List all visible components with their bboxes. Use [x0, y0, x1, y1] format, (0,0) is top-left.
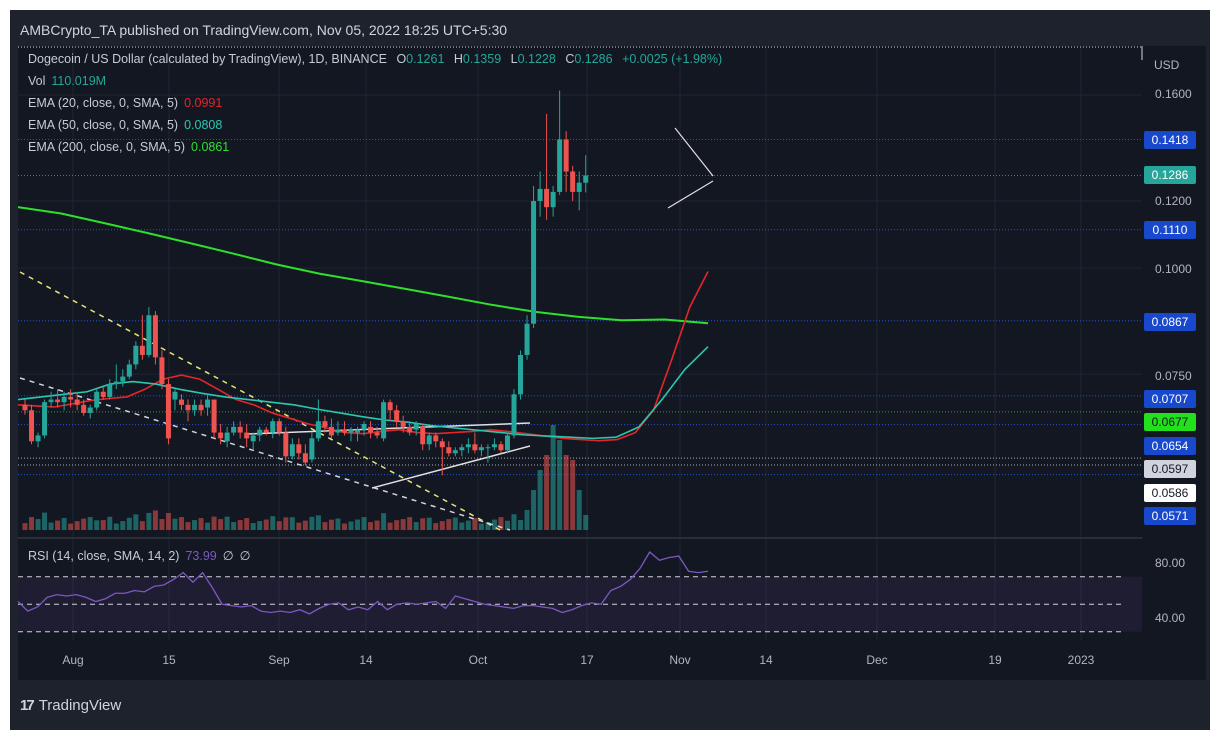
- rsi-tick: 40.00: [1155, 611, 1186, 625]
- ema50-label: EMA (50, close, 0, SMA, 5): [28, 118, 179, 132]
- price-tag-0: 0.1418: [1144, 131, 1196, 149]
- time-label: Sep: [268, 653, 290, 667]
- rsi-extra-1: ∅: [222, 549, 234, 563]
- price-scale[interactable]: [1142, 46, 1206, 680]
- ema20-label: EMA (20, close, 0, SMA, 5): [28, 96, 179, 110]
- tradingview-logo-icon: 17: [20, 697, 35, 714]
- time-label: 19: [988, 653, 1002, 667]
- time-label: 17: [580, 653, 594, 667]
- low-label: L: [510, 52, 518, 66]
- tradingview-brand: TradingView: [38, 697, 122, 714]
- time-label: 15: [162, 653, 176, 667]
- price-tag-4: 0.0707: [1144, 390, 1196, 408]
- currency-label: USD: [1154, 58, 1180, 72]
- rsi-legend[interactable]: RSI (14, close, SMA, 14, 2) 73.99 ∅ ∅: [28, 548, 251, 563]
- price-tag-5: 0.0677: [1144, 413, 1196, 431]
- ema50-value: 0.0808: [184, 118, 223, 132]
- volume-legend: Vol 110.019M: [28, 74, 106, 88]
- chart-area[interactable]: [18, 46, 1142, 680]
- low-value: 0.1228: [517, 52, 556, 66]
- rsi-tick: 80.00: [1155, 556, 1186, 570]
- price-tag-6: 0.0654: [1144, 437, 1196, 455]
- high-label: H: [453, 52, 463, 66]
- last-price-tag: 0.1286: [1144, 166, 1196, 184]
- price-tag-8: 0.0586: [1144, 484, 1196, 502]
- price-tag-2: 0.1110: [1144, 221, 1196, 239]
- price-tag-9: 0.0571: [1144, 507, 1196, 525]
- open-value: 0.1261: [406, 52, 445, 66]
- rsi-extra-2: ∅: [239, 549, 251, 563]
- close-value: 0.1286: [574, 52, 613, 66]
- time-label: 14: [759, 653, 773, 667]
- rsi-label: RSI (14, close, SMA, 14, 2): [28, 549, 180, 563]
- symbol-legend: Dogecoin / US Dollar (calculated by Trad…: [28, 52, 722, 66]
- tradingview-logo[interactable]: 17 TradingView: [20, 697, 121, 714]
- volume-value: 110.019M: [51, 74, 107, 88]
- ema200-label: EMA (200, close, 0, SMA, 5): [28, 140, 186, 154]
- price-tick: 0.1200: [1155, 194, 1192, 208]
- ema200-value: 0.0861: [191, 140, 230, 154]
- price-tick: 0.0750: [1155, 369, 1192, 383]
- publisher-line: AMBCrypto_TA published on TradingView.co…: [20, 22, 508, 38]
- ema50-legend[interactable]: EMA (50, close, 0, SMA, 5) 0.0808: [28, 118, 222, 132]
- volume-label: Vol: [28, 74, 46, 88]
- change-value: +0.0025 (+1.98%): [622, 52, 723, 66]
- open-label: O: [396, 52, 407, 66]
- price-tag-3: 0.0867: [1144, 313, 1196, 331]
- rsi-value: 73.99: [185, 549, 217, 563]
- time-label: Aug: [62, 653, 84, 667]
- ema20-legend[interactable]: EMA (20, close, 0, SMA, 5) 0.0991: [28, 96, 222, 110]
- time-label: Oct: [468, 653, 488, 667]
- time-label: Nov: [669, 653, 691, 667]
- price-tick: 0.1000: [1155, 262, 1192, 276]
- time-label: 14: [359, 653, 373, 667]
- price-tick: 0.1600: [1155, 87, 1192, 101]
- symbol-title: Dogecoin / US Dollar (calculated by Trad…: [28, 52, 387, 66]
- ema200-legend[interactable]: EMA (200, close, 0, SMA, 5) 0.0861: [28, 140, 229, 154]
- time-label: 2023: [1067, 653, 1095, 667]
- high-value: 0.1359: [462, 52, 502, 66]
- close-label: C: [565, 52, 575, 66]
- price-tag-7: 0.0597: [1144, 460, 1196, 478]
- time-label: Dec: [866, 653, 888, 667]
- ema20-value: 0.0991: [184, 96, 223, 110]
